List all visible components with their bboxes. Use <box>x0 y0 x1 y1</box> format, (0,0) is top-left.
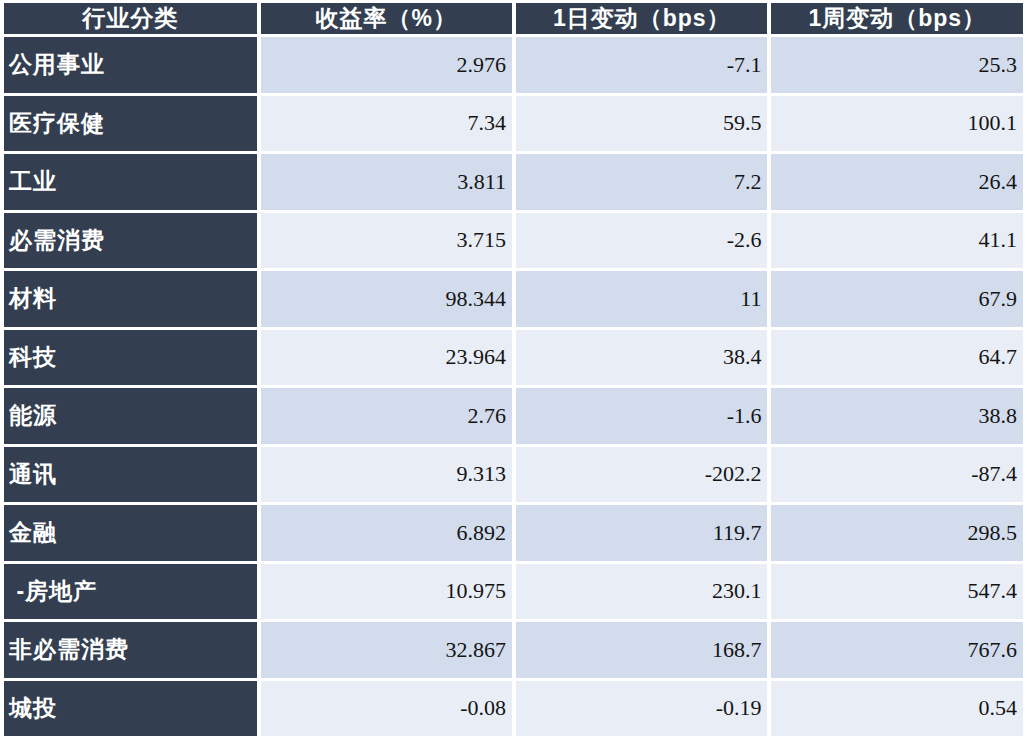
day-change-value: -7.1 <box>516 37 767 93</box>
week-change-value: 298.5 <box>771 505 1023 561</box>
week-change-value: 25.3 <box>771 37 1023 93</box>
week-change-value: 41.1 <box>771 213 1023 269</box>
row-label: 金融 <box>4 505 257 561</box>
table-row: 必需消费 3.715 -2.6 41.1 <box>4 213 1023 269</box>
day-change-value: 7.2 <box>516 154 767 210</box>
day-change-value: 38.4 <box>516 330 767 386</box>
row-label: 工业 <box>4 154 257 210</box>
table-row: 金融 6.892 119.7 298.5 <box>4 505 1023 561</box>
yield-value: 3.715 <box>261 213 512 269</box>
table-row: 工业 3.811 7.2 26.4 <box>4 154 1023 210</box>
table-row: -房地产 10.975 230.1 547.4 <box>4 564 1023 620</box>
week-change-value: 26.4 <box>771 154 1023 210</box>
day-change-value: 119.7 <box>516 505 767 561</box>
week-change-value: 67.9 <box>771 271 1023 327</box>
col-header-day-change: 1日变动（bps） <box>516 3 767 34</box>
col-header-industry: 行业分类 <box>4 3 257 34</box>
yield-value: 32.867 <box>261 622 512 678</box>
week-change-value: 767.6 <box>771 622 1023 678</box>
table-row: 科技 23.964 38.4 64.7 <box>4 330 1023 386</box>
day-change-value: 168.7 <box>516 622 767 678</box>
yield-value: 3.811 <box>261 154 512 210</box>
row-label: 科技 <box>4 330 257 386</box>
week-change-value: 547.4 <box>771 564 1023 620</box>
table-row: 非必需消费 32.867 168.7 767.6 <box>4 622 1023 678</box>
week-change-value: 0.54 <box>771 681 1023 737</box>
yield-value: 98.344 <box>261 271 512 327</box>
week-change-value: -87.4 <box>771 447 1023 503</box>
row-label: 通讯 <box>4 447 257 503</box>
day-change-value: -2.6 <box>516 213 767 269</box>
yield-value: 6.892 <box>261 505 512 561</box>
yield-value: 7.34 <box>261 96 512 152</box>
table-body: 公用事业 2.976 -7.1 25.3 医疗保健 7.34 59.5 100.… <box>4 37 1023 736</box>
row-label: 公用事业 <box>4 37 257 93</box>
col-header-yield: 收益率（%） <box>261 3 512 34</box>
yield-value: 2.976 <box>261 37 512 93</box>
yield-value: 10.975 <box>261 564 512 620</box>
row-label: -房地产 <box>4 564 257 620</box>
day-change-value: 11 <box>516 271 767 327</box>
row-label: 能源 <box>4 388 257 444</box>
table-header-row: 行业分类 收益率（%） 1日变动（bps） 1周变动（bps） <box>4 3 1023 34</box>
week-change-value: 38.8 <box>771 388 1023 444</box>
col-header-week-change: 1周变动（bps） <box>771 3 1023 34</box>
row-label: 非必需消费 <box>4 622 257 678</box>
table-row: 医疗保健 7.34 59.5 100.1 <box>4 96 1023 152</box>
table-row: 能源 2.76 -1.6 38.8 <box>4 388 1023 444</box>
table-row: 通讯 9.313 -202.2 -87.4 <box>4 447 1023 503</box>
day-change-value: 230.1 <box>516 564 767 620</box>
yield-value: 2.76 <box>261 388 512 444</box>
table-row: 公用事业 2.976 -7.1 25.3 <box>4 37 1023 93</box>
day-change-value: -202.2 <box>516 447 767 503</box>
yield-value: 9.313 <box>261 447 512 503</box>
day-change-value: -0.19 <box>516 681 767 737</box>
table-row: 城投 -0.08 -0.19 0.54 <box>4 681 1023 737</box>
row-label: 材料 <box>4 271 257 327</box>
week-change-value: 100.1 <box>771 96 1023 152</box>
day-change-value: -1.6 <box>516 388 767 444</box>
week-change-value: 64.7 <box>771 330 1023 386</box>
row-label: 必需消费 <box>4 213 257 269</box>
row-label: 医疗保健 <box>4 96 257 152</box>
row-label: 城投 <box>4 681 257 737</box>
day-change-value: 59.5 <box>516 96 767 152</box>
table-row: 材料 98.344 11 67.9 <box>4 271 1023 327</box>
yield-value: 23.964 <box>261 330 512 386</box>
industry-yield-table: 行业分类 收益率（%） 1日变动（bps） 1周变动（bps） 公用事业 2.9… <box>0 0 1027 739</box>
yield-value: -0.08 <box>261 681 512 737</box>
